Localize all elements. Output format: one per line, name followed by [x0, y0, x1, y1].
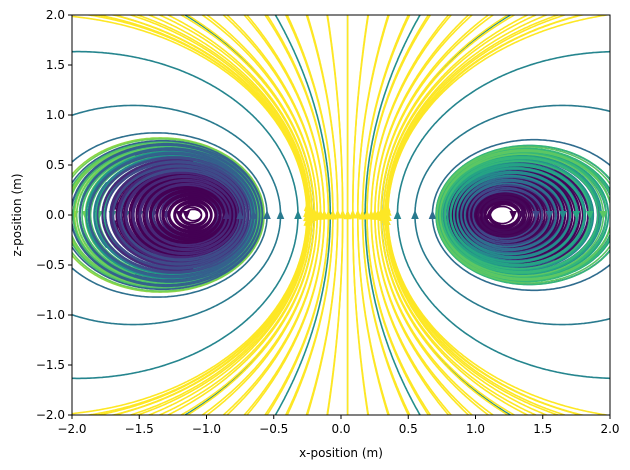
y-tick-label: −2.0 — [36, 408, 65, 422]
streamline-arrow — [411, 210, 419, 219]
x-tick-label: 2.0 — [600, 422, 619, 436]
x-tick-label: 1.5 — [533, 422, 552, 436]
streamline-arrow — [263, 210, 271, 219]
y-tick-label: 2.0 — [46, 8, 65, 22]
streamline-arrow — [518, 211, 527, 220]
streamline-arrow — [509, 211, 518, 220]
y-tick-label: 0.5 — [46, 158, 65, 172]
streamline-arrow — [428, 210, 437, 219]
streamline-arrow — [182, 211, 191, 220]
y-tick-label: 0.0 — [46, 208, 65, 222]
streamline-arrow — [585, 211, 594, 220]
x-axis-label: x-position (m) — [299, 446, 383, 460]
streamline-arrow — [532, 211, 540, 220]
y-tick-label: −0.5 — [36, 258, 65, 272]
streamline-arrow — [559, 211, 567, 220]
streamline-arrow — [338, 209, 347, 219]
x-axis-ticks: −2.0 −1.5 −1.0 −0.5 0.0 0.5 1.0 1.5 2.0 — [57, 415, 620, 436]
streamline-arrow — [599, 211, 608, 220]
streamline-arrow — [572, 211, 581, 220]
streamline-arrow — [545, 211, 554, 220]
streamline-arrow — [333, 209, 342, 219]
streamline-arrow — [222, 210, 231, 219]
streamline-arrow — [384, 212, 392, 222]
x-tick-label: 1.0 — [466, 422, 485, 436]
x-tick-label: −0.5 — [259, 422, 288, 436]
y-tick-label: 1.5 — [46, 58, 65, 72]
x-tick-label: −1.0 — [192, 422, 221, 436]
streamline-arrow — [343, 210, 352, 220]
x-tick-label: −1.5 — [125, 422, 154, 436]
streamline-arrow — [276, 210, 285, 219]
streamline-arrow — [294, 210, 302, 219]
y-tick-label: 1.0 — [46, 108, 65, 122]
streamline-arrow — [393, 210, 402, 219]
x-tick-label: −2.0 — [57, 422, 86, 436]
y-tick-label: −1.5 — [36, 358, 65, 372]
y-axis-label: z-position (m) — [10, 173, 24, 256]
streamline-arrow — [249, 210, 258, 219]
y-tick-label: −1.0 — [36, 308, 65, 322]
x-tick-label: 0.5 — [399, 422, 418, 436]
streamlines — [72, 15, 610, 415]
streamline-arrow — [348, 209, 357, 219]
streamline-arrow — [236, 210, 244, 219]
x-tick-label: 0.0 — [331, 422, 350, 436]
y-axis-ticks: −2.0 −1.5 −1.0 −0.5 0.0 0.5 1.0 1.5 2.0 — [36, 8, 72, 422]
